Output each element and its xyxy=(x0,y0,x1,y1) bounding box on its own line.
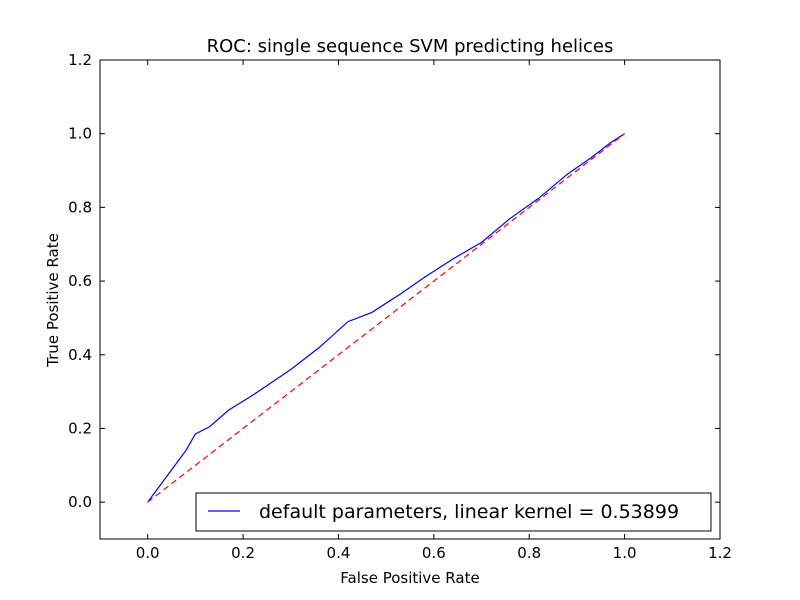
x-tick-label: 0.8 xyxy=(517,544,541,562)
x-tick-label: 0.0 xyxy=(136,544,160,562)
x-tick-label: 1.2 xyxy=(708,544,732,562)
x-axis-label: False Positive Rate xyxy=(340,569,479,587)
y-tick-label: 0.6 xyxy=(68,272,92,290)
plot-frame xyxy=(99,59,721,540)
y-tick-label: 0.0 xyxy=(68,493,92,511)
x-tick-label: 0.6 xyxy=(422,544,446,562)
y-axis-label: True Positive Rate xyxy=(44,233,62,368)
series-line-1 xyxy=(147,133,625,503)
x-tick-label: 1.0 xyxy=(613,544,637,562)
x-tick-label: 0.4 xyxy=(327,544,351,562)
x-tick-label: 0.2 xyxy=(231,544,255,562)
legend-box xyxy=(195,492,712,532)
series-line-2 xyxy=(147,133,625,503)
legend-label-series-1: default parameters, linear kernel = 0.53… xyxy=(259,501,679,523)
y-tick-label: 0.2 xyxy=(68,419,92,437)
chart-title: ROC: single sequence SVM predicting heli… xyxy=(207,36,614,57)
series-layer xyxy=(147,133,625,503)
y-tick-label: 1.2 xyxy=(68,51,92,69)
legend: default parameters, linear kernel = 0.53… xyxy=(195,492,712,532)
tick-layer: 0.0 0.2 0.4 0.6 0.8 1.0 1.2 0.0 0.2 0.4 0.6 0.8 1.0 1… xyxy=(68,51,732,562)
y-tick-label: 0.8 xyxy=(68,198,92,216)
y-tick-label: 0.4 xyxy=(68,346,92,364)
y-tick-label: 1.0 xyxy=(68,125,92,143)
